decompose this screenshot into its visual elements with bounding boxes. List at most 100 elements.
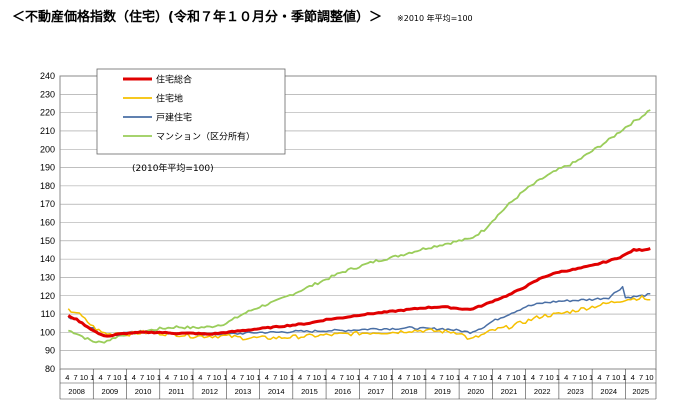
year-label: 2012 (201, 387, 218, 396)
month-tick-label: 10 (512, 373, 520, 382)
y-tick-label: 190 (40, 163, 55, 173)
year-label: 2021 (501, 387, 518, 396)
month-tick-label: 1 (90, 373, 94, 382)
month-tick-label: 4 (597, 373, 601, 382)
year-label: 2011 (168, 387, 184, 396)
month-tick-label: 1 (157, 373, 161, 382)
y-tick-label: 170 (40, 199, 55, 209)
month-tick-label: 7 (506, 373, 510, 382)
y-tick-label: 90 (45, 346, 55, 356)
month-tick-label: 10 (180, 373, 188, 382)
month-tick-label: 10 (279, 373, 287, 382)
year-label: 2014 (268, 387, 285, 396)
y-tick-label: 160 (40, 218, 55, 228)
y-tick-label: 100 (40, 327, 55, 337)
y-tick-label: 220 (40, 108, 55, 118)
month-tick-label: 10 (446, 373, 454, 382)
base-note-label: (2010年平均=100) (132, 162, 214, 174)
month-tick-label: 10 (80, 373, 88, 382)
month-tick-label: 1 (456, 373, 460, 382)
month-tick-label: 10 (612, 373, 620, 382)
month-tick-label: 4 (298, 373, 302, 382)
y-tick-label: 110 (41, 309, 55, 319)
month-tick-label: 4 (631, 373, 635, 382)
month-tick-label: 4 (464, 373, 468, 382)
month-tick-label: 1 (523, 373, 527, 382)
month-tick-label: 10 (579, 373, 587, 382)
month-tick-label: 1 (556, 373, 560, 382)
month-tick-label: 7 (207, 373, 211, 382)
month-tick-label: 10 (313, 373, 321, 382)
month-tick-label: 10 (346, 373, 354, 382)
month-tick-label: 4 (98, 373, 102, 382)
month-tick-label: 4 (232, 373, 236, 382)
month-tick-label: 1 (123, 373, 127, 382)
year-label: 2009 (102, 387, 119, 396)
month-tick-label: 4 (65, 373, 69, 382)
month-tick-label: 1 (356, 373, 360, 382)
series-lines (67, 109, 651, 344)
month-tick-label: 4 (165, 373, 169, 382)
series-line-4 (68, 109, 651, 344)
month-tick-label: 1 (190, 373, 194, 382)
chart-base-note: ※2010 年平均=100 (397, 14, 473, 23)
month-tick-label: 7 (107, 373, 111, 382)
year-label: 2010 (135, 387, 152, 396)
month-tick-label: 7 (306, 373, 310, 382)
y-tick-label: 240 (40, 71, 55, 81)
month-tick-label: 4 (365, 373, 369, 382)
month-tick-label: 10 (213, 373, 221, 382)
month-tick-label: 7 (340, 373, 344, 382)
month-tick-label: 7 (373, 373, 377, 382)
month-tick-label: 4 (531, 373, 535, 382)
year-label: 2017 (368, 387, 385, 396)
month-tick-label: 1 (223, 373, 227, 382)
y-tick-label: 200 (40, 144, 55, 154)
month-tick-label: 10 (146, 373, 154, 382)
year-label: 2024 (600, 387, 617, 396)
legend-box (96, 68, 286, 155)
year-label: 2020 (467, 387, 484, 396)
series-line-1 (67, 247, 651, 338)
month-tick-label: 4 (431, 373, 435, 382)
month-tick-label: 7 (140, 373, 144, 382)
y-tick-label: 140 (40, 254, 55, 264)
month-tick-label: 4 (331, 373, 335, 382)
month-tick-label: 7 (606, 373, 610, 382)
month-tick-label: 7 (240, 373, 244, 382)
month-tick-label: 7 (273, 373, 277, 382)
month-tick-label: 7 (639, 373, 643, 382)
month-tick-label: 10 (113, 373, 121, 382)
chart-header: ＜不動産価格指数（住宅）(令和７年１０月分・季節調整値）＞ ※2010 年平均=… (12, 6, 473, 25)
month-tick-label: 7 (173, 373, 177, 382)
month-tick-label: 4 (265, 373, 269, 382)
month-tick-label: 10 (412, 373, 420, 382)
y-tick-label: 230 (40, 89, 55, 99)
month-tick-label: 1 (323, 373, 327, 382)
month-tick-label: 10 (479, 373, 487, 382)
y-tick-label: 120 (40, 291, 55, 301)
month-tick-label: 4 (498, 373, 502, 382)
year-label: 2023 (567, 387, 584, 396)
month-tick-label: 1 (256, 373, 260, 382)
y-tick-label: 130 (40, 272, 55, 282)
year-label: 2018 (401, 387, 418, 396)
legend-label: 住宅総合 (156, 74, 192, 86)
month-tick-label: 7 (473, 373, 477, 382)
year-label: 2013 (235, 387, 252, 396)
month-tick-label: 1 (423, 373, 427, 382)
month-tick-label: 10 (545, 373, 553, 382)
y-tick-label: 210 (40, 126, 55, 136)
year-label: 2015 (301, 387, 318, 396)
month-tick-label: 4 (398, 373, 402, 382)
legend-label: マンション（区分所有） (156, 131, 255, 143)
month-tick-label: 4 (564, 373, 568, 382)
y-tick-label: 80 (45, 364, 55, 374)
month-tick-label: 1 (290, 373, 294, 382)
year-label: 2016 (334, 387, 351, 396)
year-label: 2008 (68, 387, 85, 396)
month-tick-label: 10 (379, 373, 387, 382)
y-tick-label: 150 (40, 236, 55, 246)
year-label: 2025 (632, 387, 649, 396)
